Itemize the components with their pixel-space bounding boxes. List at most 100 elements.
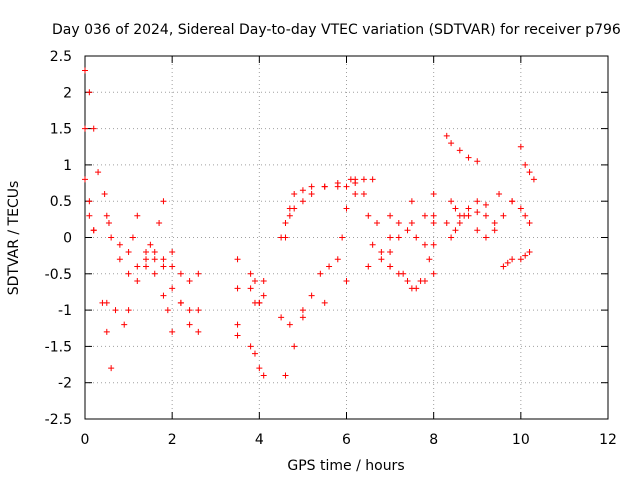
data-point xyxy=(326,263,333,270)
data-point xyxy=(286,205,293,212)
data-point xyxy=(526,219,533,226)
x-tick-label: 12 xyxy=(599,432,617,448)
x-tick-label: 10 xyxy=(512,432,530,448)
data-point xyxy=(352,190,359,197)
data-point xyxy=(282,372,289,379)
data-point xyxy=(500,263,507,270)
data-point xyxy=(387,263,394,270)
data-point xyxy=(195,328,202,335)
data-point xyxy=(504,259,511,266)
data-point xyxy=(404,227,411,234)
data-point xyxy=(500,212,507,219)
data-point xyxy=(482,212,489,219)
data-points xyxy=(82,67,537,379)
data-point xyxy=(291,190,298,197)
data-point xyxy=(251,350,258,357)
data-point xyxy=(116,256,123,263)
data-point xyxy=(134,212,141,219)
data-point xyxy=(256,299,263,306)
data-point xyxy=(143,249,150,256)
y-tick-label: 0.5 xyxy=(50,194,72,210)
data-point xyxy=(177,299,184,306)
data-point xyxy=(387,234,394,241)
data-point xyxy=(299,187,306,194)
data-point xyxy=(474,158,481,165)
data-point xyxy=(86,198,93,205)
y-tick-label: -0.5 xyxy=(45,267,72,283)
data-point xyxy=(286,321,293,328)
data-point xyxy=(121,321,128,328)
data-point xyxy=(448,140,455,147)
data-point xyxy=(169,285,176,292)
data-point xyxy=(308,190,315,197)
data-point xyxy=(474,198,481,205)
data-point xyxy=(343,205,350,212)
data-point xyxy=(116,241,123,248)
data-point xyxy=(509,256,516,263)
data-point xyxy=(456,219,463,226)
data-point xyxy=(474,227,481,234)
data-point xyxy=(509,198,516,205)
data-point xyxy=(452,227,459,234)
data-point xyxy=(112,307,119,314)
data-point xyxy=(169,263,176,270)
y-tick-label: -1.5 xyxy=(45,339,72,355)
data-point xyxy=(430,190,437,197)
data-point xyxy=(448,198,455,205)
data-point xyxy=(456,212,463,219)
data-point xyxy=(387,249,394,256)
data-point xyxy=(186,307,193,314)
data-point xyxy=(334,180,341,187)
y-tick-label: -1 xyxy=(58,303,72,319)
data-point xyxy=(234,256,241,263)
data-point xyxy=(286,212,293,219)
data-point xyxy=(395,234,402,241)
data-point xyxy=(299,198,306,205)
data-point xyxy=(82,125,88,132)
data-point xyxy=(125,249,132,256)
y-tick-label: -2 xyxy=(58,376,72,392)
x-tick-label: 2 xyxy=(168,432,177,448)
data-point xyxy=(260,372,267,379)
data-point xyxy=(234,285,241,292)
data-point xyxy=(413,234,420,241)
data-point xyxy=(517,256,524,263)
data-point xyxy=(465,205,472,212)
data-point xyxy=(160,292,167,299)
data-point xyxy=(430,212,437,219)
data-point xyxy=(421,278,428,285)
x-tick-labels: 0 2 4 6 8 10 12 xyxy=(81,432,617,448)
data-point xyxy=(247,343,254,350)
data-point xyxy=(299,307,306,314)
data-point xyxy=(134,263,141,270)
data-point xyxy=(151,256,158,263)
y-tick-label: -2.5 xyxy=(45,412,72,428)
data-point xyxy=(526,249,533,256)
data-point xyxy=(343,278,350,285)
x-tick-label: 8 xyxy=(429,432,438,448)
data-point xyxy=(234,321,241,328)
y-tick-label: 1 xyxy=(63,158,72,174)
data-point xyxy=(195,270,202,277)
grid-lines xyxy=(85,56,608,419)
data-point xyxy=(430,241,437,248)
data-point xyxy=(321,183,328,190)
data-point xyxy=(317,270,324,277)
data-point xyxy=(86,89,93,96)
data-point xyxy=(160,256,167,263)
x-tick-label: 0 xyxy=(81,432,90,448)
data-point xyxy=(82,176,88,183)
data-point xyxy=(164,307,171,314)
data-point xyxy=(86,212,93,219)
data-point xyxy=(360,190,367,197)
data-point xyxy=(282,219,289,226)
data-point xyxy=(251,278,258,285)
data-point xyxy=(143,263,150,270)
data-point xyxy=(426,256,433,263)
data-point xyxy=(103,299,110,306)
data-point xyxy=(443,132,450,139)
data-point xyxy=(517,205,524,212)
data-point xyxy=(256,365,263,372)
data-point xyxy=(247,270,254,277)
